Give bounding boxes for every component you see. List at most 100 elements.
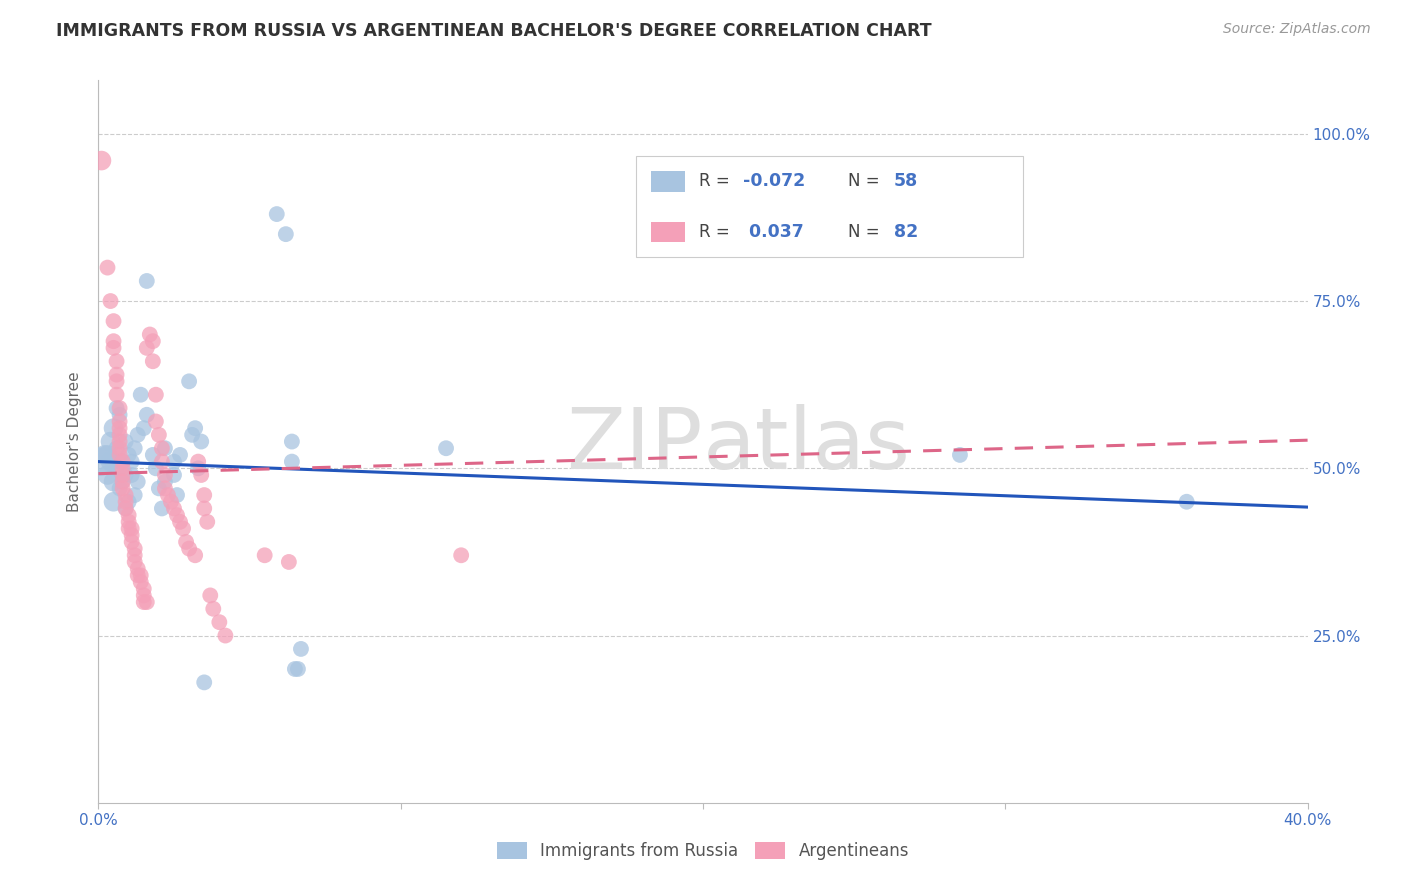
Point (103, 475, 125, 489)
Point (103, 494, 125, 508)
Point (142, 354, 165, 368)
Text: N =: N = (848, 223, 884, 241)
Point (111, 467, 134, 482)
Point (284, 662, 307, 676)
Point (103, 314, 125, 328)
Point (150, 455, 173, 469)
Point (96, 467, 118, 482)
Text: R =: R = (699, 223, 735, 241)
Text: N =: N = (848, 172, 884, 190)
Point (184, 548, 207, 563)
Text: atlas: atlas (703, 404, 911, 487)
Point (127, 475, 149, 489)
Point (124, 488, 146, 502)
Point (166, 508, 188, 523)
Y-axis label: Bachelor's Degree: Bachelor's Degree (67, 371, 83, 512)
Point (142, 448, 165, 462)
Point (103, 334, 125, 349)
Point (127, 568, 149, 582)
Point (135, 341, 157, 355)
Point (179, 375, 201, 389)
Point (281, 455, 304, 469)
FancyBboxPatch shape (637, 156, 1024, 257)
Point (145, 387, 167, 401)
Point (90, 455, 112, 469)
Point (111, 461, 134, 475)
Point (114, 467, 136, 482)
Point (139, 327, 162, 342)
Point (160, 494, 183, 508)
Point (105, 387, 128, 401)
Point (100, 455, 122, 469)
Point (129, 387, 152, 401)
Point (118, 515, 141, 529)
Point (108, 401, 131, 416)
Point (114, 501, 136, 516)
Point (121, 534, 143, 549)
Point (114, 488, 136, 502)
Point (118, 448, 141, 462)
Point (96, 448, 118, 462)
Point (135, 595, 157, 609)
Point (150, 442, 173, 455)
Point (274, 227, 297, 242)
Point (190, 467, 212, 482)
Text: -0.072: -0.072 (742, 172, 806, 190)
Point (153, 482, 176, 496)
Point (163, 467, 186, 482)
Point (132, 421, 155, 435)
Point (153, 442, 176, 455)
Point (195, 515, 218, 529)
Point (114, 501, 136, 516)
Point (127, 427, 149, 442)
Point (108, 455, 131, 469)
Point (253, 548, 276, 563)
Point (145, 461, 167, 475)
Point (124, 442, 146, 455)
Text: 82: 82 (894, 223, 918, 241)
Point (214, 628, 236, 642)
Point (169, 515, 191, 529)
Point (266, 207, 288, 221)
Point (193, 501, 215, 516)
Point (190, 434, 212, 449)
Point (277, 555, 299, 569)
Point (108, 408, 131, 422)
Point (105, 368, 128, 382)
Point (169, 448, 191, 462)
Point (132, 582, 155, 596)
Point (114, 434, 136, 449)
Point (124, 541, 146, 556)
Legend: Immigrants from Russia, Argentineans: Immigrants from Russia, Argentineans (491, 835, 915, 867)
Point (135, 408, 157, 422)
Point (108, 482, 131, 496)
Text: 0.037: 0.037 (742, 223, 804, 241)
Point (114, 494, 136, 508)
Point (163, 501, 186, 516)
Point (127, 562, 149, 576)
Point (96, 260, 118, 275)
Point (193, 675, 215, 690)
Point (105, 375, 128, 389)
Point (111, 475, 134, 489)
Point (105, 401, 128, 416)
Point (100, 294, 122, 309)
Point (105, 354, 128, 368)
Point (949, 448, 972, 462)
Text: ZIP: ZIP (567, 404, 703, 487)
Point (103, 341, 125, 355)
Point (105, 442, 128, 455)
Point (111, 475, 134, 489)
Point (179, 541, 201, 556)
Point (202, 602, 225, 616)
Point (108, 414, 131, 429)
Point (111, 455, 134, 469)
Point (108, 421, 131, 435)
FancyBboxPatch shape (651, 171, 685, 192)
Point (156, 488, 179, 502)
Point (118, 521, 141, 535)
Point (108, 434, 131, 449)
Point (290, 642, 312, 657)
Point (108, 427, 131, 442)
Point (145, 414, 167, 429)
